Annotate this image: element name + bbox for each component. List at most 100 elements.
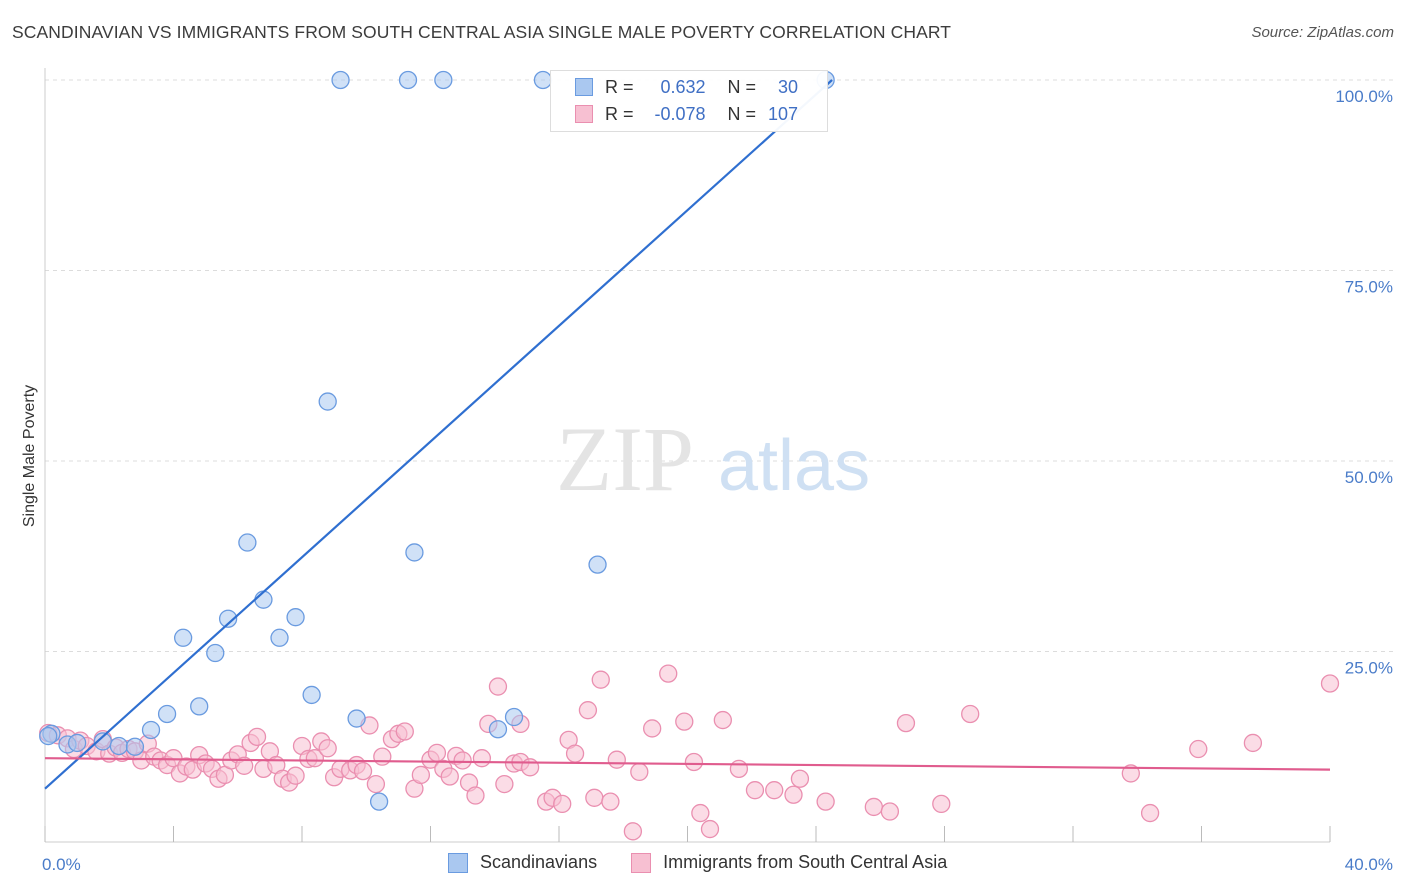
immigrants-point-29 <box>235 756 254 775</box>
scandinavians-point-23 <box>434 70 453 90</box>
source-label: Source: ZipAtlas.com <box>1251 24 1394 41</box>
legend-r-value-scandinavians: 0.632 <box>660 76 706 97</box>
immigrants-point-94 <box>790 769 810 788</box>
legend-n-label: N = <box>727 76 757 97</box>
scandinavians-point-15 <box>286 608 305 627</box>
scandinavians-point-20 <box>369 792 389 811</box>
immigrants-point-93 <box>784 785 803 804</box>
immigrants-point-77 <box>585 788 604 807</box>
scandinavians-point-14 <box>270 628 289 647</box>
immigrants-trend-line <box>44 757 1331 771</box>
scandinavians-point-17 <box>318 392 337 411</box>
y-tick-label-0: 25.0% <box>1345 659 1393 678</box>
legend-label-immigrants: Immigrants from South Central Asia <box>663 852 948 872</box>
scandinavians-point-13 <box>254 590 273 609</box>
scandinavians-trend-line <box>44 79 833 790</box>
chart-title: SCANDINAVIAN VS IMMIGRANTS FROM SOUTH CE… <box>12 22 952 42</box>
immigrants-point-84 <box>659 664 678 683</box>
scandinavians-point-11 <box>218 609 238 628</box>
immigrants-point-61 <box>453 751 472 770</box>
scandinavians-point-24 <box>488 720 508 739</box>
scandinavians-point-27 <box>588 555 607 574</box>
immigrants-point-66 <box>488 677 508 696</box>
legend-r-label: R = <box>605 103 634 124</box>
immigrants-point-105 <box>1320 674 1340 693</box>
legend-row-scandinavians: R = 0.632 N = 30 <box>575 74 798 100</box>
immigrants-point-31 <box>247 727 267 746</box>
immigrants-point-95 <box>816 792 835 811</box>
immigrants-point-89 <box>713 710 732 730</box>
scandinavians-point-12 <box>238 533 257 552</box>
immigrants-point-90 <box>729 759 749 778</box>
scandinavians-point-22 <box>405 543 424 562</box>
scandinavians-point-21 <box>398 70 418 90</box>
scandinavians-point-5 <box>125 737 145 756</box>
scandinavians-point-16 <box>302 685 321 705</box>
legend-item-immigrants[interactable]: Immigrants from South Central Asia <box>631 852 947 873</box>
legend-row-immigrants: R = -0.078 N = 107 <box>575 101 798 127</box>
scandinavians-point-9 <box>190 697 209 716</box>
legend-label-scandinavians: Scandinavians <box>480 852 598 872</box>
immigrants-point-88 <box>700 819 720 839</box>
watermark-zip: ZIP <box>556 408 694 510</box>
immigrants-point-78 <box>591 670 610 689</box>
gridlines <box>45 79 1395 652</box>
legend-marker-scandinavians <box>448 852 468 873</box>
immigrants-point-80 <box>607 750 626 769</box>
immigrants-point-81 <box>623 822 643 841</box>
immigrants-point-59 <box>440 767 459 786</box>
legend-r-value-immigrants: -0.078 <box>654 103 706 124</box>
scandinavians-point-6 <box>141 720 161 740</box>
immigrants-point-91 <box>745 781 765 800</box>
tick-labels: 25.0% 50.0% 75.0% 100.0% 0.0% 40.0% <box>42 87 1393 874</box>
immigrants-point-83 <box>643 719 662 738</box>
immigrants-point-82 <box>630 762 649 782</box>
legend-n-value-scandinavians: 30 <box>778 76 799 97</box>
immigrants-point-104 <box>1243 733 1263 753</box>
legend-n-value-immigrants: 107 <box>767 103 799 124</box>
legend-n-label: N = <box>727 103 757 124</box>
y-tick-label-2: 75.0% <box>1345 278 1393 297</box>
immigrants-point-64 <box>472 749 492 768</box>
scandinavians-point-2 <box>67 733 87 753</box>
x-tick-label-1: 40.0% <box>1345 855 1393 874</box>
scandinavians-point-18 <box>331 70 350 90</box>
legend-item-scandinavians[interactable]: Scandinavians <box>448 852 597 873</box>
scandinavians-point-10 <box>206 643 225 663</box>
immigrants-point-42 <box>318 739 337 758</box>
scandinavians-point-8 <box>173 628 193 647</box>
series-scandinavians-points <box>39 70 835 811</box>
immigrants-point-76 <box>578 701 598 720</box>
y-tick-label-3: 100.0% <box>1335 87 1393 106</box>
legend-swatch-immigrants <box>575 105 593 123</box>
scandinavians-point-19 <box>347 709 366 728</box>
immigrants-point-67 <box>495 774 514 794</box>
immigrants-point-40 <box>305 749 325 768</box>
legend-r-label: R = <box>605 76 634 97</box>
legend-swatch-scandinavians <box>575 78 593 96</box>
immigrants-point-75 <box>565 744 585 763</box>
immigrants-point-92 <box>765 781 784 800</box>
immigrants-point-100 <box>961 704 980 724</box>
immigrants-point-85 <box>675 712 694 731</box>
trend-lines <box>44 79 1331 790</box>
immigrants-point-87 <box>691 803 710 823</box>
scandinavians-point-7 <box>157 704 177 724</box>
immigrants-point-37 <box>286 766 305 785</box>
scandinavians-point-29 <box>39 726 58 746</box>
watermark-atlas: atlas <box>718 426 870 506</box>
immigrants-point-53 <box>395 722 414 741</box>
watermark: ZIP atlas <box>556 408 870 510</box>
scandinavians-point-25 <box>504 707 524 727</box>
immigrants-point-102 <box>1140 803 1160 823</box>
immigrants-point-49 <box>366 774 386 794</box>
scandinavians-point-4 <box>109 736 129 756</box>
immigrants-point-79 <box>601 792 620 811</box>
immigrants-point-63 <box>466 786 485 805</box>
series-immigrants-points <box>39 664 1340 841</box>
immigrants-point-50 <box>373 747 392 766</box>
immigrants-point-97 <box>880 802 900 821</box>
axes <box>44 68 1331 843</box>
immigrants-point-47 <box>353 761 373 781</box>
immigrants-point-96 <box>864 797 883 817</box>
